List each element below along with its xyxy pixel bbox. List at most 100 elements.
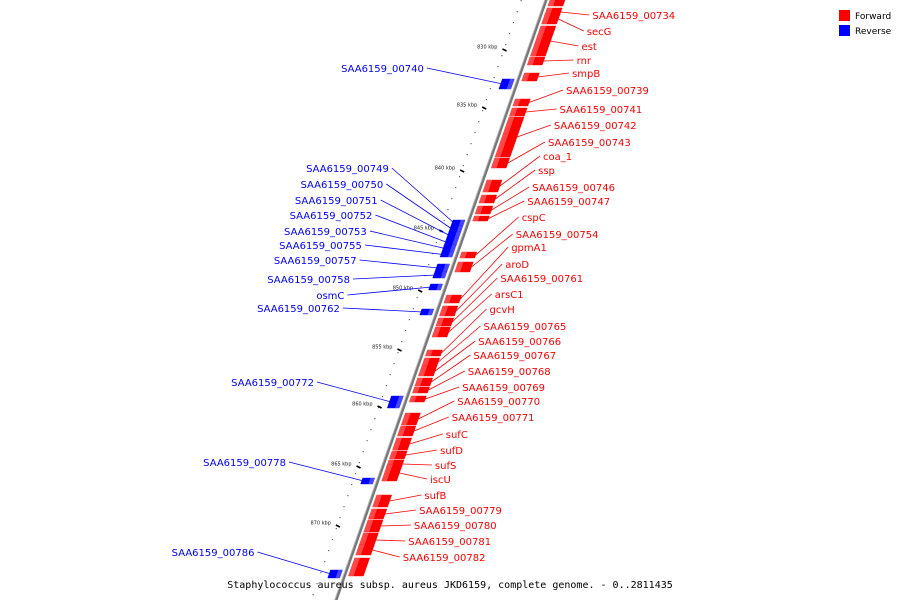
forward-gene-block[interactable]: [494, 116, 525, 158]
forward-gene-block[interactable]: [474, 205, 494, 215]
forward-gene-label-sufd[interactable]: sufD: [440, 446, 463, 457]
reverse-gene-label-saa6159-00751[interactable]: SAA6159_00751: [295, 196, 378, 207]
forward-gene-block[interactable]: [414, 377, 433, 387]
reverse-gene-block[interactable]: [450, 219, 466, 227]
reverse-gene-label-saa6159-00749[interactable]: SAA6159_00749: [306, 164, 389, 175]
reverse-gene-block[interactable]: [446, 231, 462, 240]
forward-gene-label-saa6159-00742[interactable]: SAA6159_00742: [554, 121, 637, 132]
reverse-gene-label-saa6159-00750[interactable]: SAA6159_00750: [300, 180, 383, 191]
reverse-gene-label-saa6159-00778[interactable]: SAA6159_00778: [203, 458, 286, 469]
forward-gene-block[interactable]: [397, 425, 417, 437]
ruler-dot: [462, 165, 464, 167]
reverse-gene-block[interactable]: [327, 569, 343, 579]
reverse-gene-block[interactable]: [386, 395, 404, 409]
forward-gene-label-saa6159-00746[interactable]: SAA6159_00746: [532, 183, 615, 194]
reverse-gene-block[interactable]: [419, 308, 435, 316]
forward-gene-label-saa6159-00743[interactable]: SAA6159_00743: [548, 138, 631, 149]
reverse-gene-label-saa6159-00786[interactable]: SAA6159_00786: [172, 548, 255, 559]
forward-gene-block[interactable]: [526, 56, 546, 66]
forward-gene-label-arod[interactable]: aroD: [505, 260, 529, 271]
forward-gene-label-saa6159-00779[interactable]: SAA6159_00779: [419, 506, 502, 517]
reverse-gene-label-saa6159-00758[interactable]: SAA6159_00758: [267, 275, 350, 286]
forward-gene-block[interactable]: [482, 179, 503, 193]
forward-gene-block[interactable]: [425, 349, 443, 357]
forward-gene-label-saa6159-00780[interactable]: SAA6159_00780: [414, 521, 497, 532]
reverse-gene-label-saa6159-00772[interactable]: SAA6159_00772: [231, 378, 314, 389]
forward-gene-label-saa6159-00768[interactable]: SAA6159_00768: [468, 367, 551, 378]
forward-gene-label-sufc[interactable]: sufC: [446, 430, 468, 441]
reverse-gene-label-saa6159-00762[interactable]: SAA6159_00762: [257, 304, 340, 315]
forward-gene-block[interactable]: [431, 326, 451, 338]
forward-gene-block[interactable]: [490, 157, 510, 169]
forward-gene-label-saa6159-00765[interactable]: SAA6159_00765: [484, 322, 567, 333]
forward-gene-block[interactable]: [439, 305, 459, 317]
forward-gene-label-iscu[interactable]: iscU: [430, 475, 451, 486]
forward-gene-block[interactable]: [459, 251, 478, 259]
reverse-gene-block[interactable]: [498, 78, 515, 90]
reverse-gene-block[interactable]: [360, 477, 375, 485]
forward-gene-label-saa6159-00767[interactable]: SAA6159_00767: [473, 351, 556, 362]
forward-gene-block[interactable]: [418, 365, 438, 377]
forward-gene-label-coa-1[interactable]: coa_1: [543, 152, 572, 163]
reverse-gene-block[interactable]: [432, 271, 448, 279]
reverse-gene-block[interactable]: [439, 251, 455, 258]
forward-gene-label-ssp[interactable]: ssp: [538, 166, 555, 177]
forward-gene-label-rnr[interactable]: rnr: [577, 56, 592, 67]
forward-gene-label-gcvh[interactable]: gcvH: [490, 305, 515, 316]
reverse-gene-label-saa6159-00752[interactable]: SAA6159_00752: [290, 211, 373, 222]
reverse-gene-block[interactable]: [428, 283, 443, 291]
forward-gene-label-saa6159-00739[interactable]: SAA6159_00739: [566, 86, 649, 97]
forward-gene-label-sufb[interactable]: sufB: [424, 491, 446, 502]
forward-gene-label-saa6159-00766[interactable]: SAA6159_00766: [478, 337, 561, 348]
forward-gene-block[interactable]: [368, 508, 388, 520]
reverse-gene-block[interactable]: [441, 244, 457, 253]
forward-gene-block[interactable]: [348, 557, 370, 577]
reverse-gene-label-saa6159-00755[interactable]: SAA6159_00755: [279, 241, 362, 252]
forward-gene-label-est[interactable]: est: [582, 42, 597, 53]
reverse-gene-label-saa6159-00740[interactable]: SAA6159_00740: [341, 64, 424, 75]
forward-gene-block[interactable]: [409, 395, 427, 403]
forward-gene-block[interactable]: [372, 494, 393, 508]
forward-gene-block[interactable]: [454, 261, 474, 273]
reverse-gene-block[interactable]: [448, 225, 464, 233]
forward-gene-block[interactable]: [521, 72, 540, 82]
forward-gene-label-saa6159-00769[interactable]: SAA6159_00769: [462, 383, 545, 394]
forward-gene-block[interactable]: [392, 437, 412, 451]
reverse-gene-label-saa6159-00757[interactable]: SAA6159_00757: [274, 256, 357, 267]
forward-gene-label-cspc[interactable]: cspC: [522, 213, 546, 224]
forward-gene-label-gpma1[interactable]: gpmA1: [511, 243, 547, 254]
forward-gene-block[interactable]: [363, 519, 384, 533]
forward-gene-block[interactable]: [541, 13, 561, 25]
forward-gene-label-saa6159-00771[interactable]: SAA6159_00771: [452, 413, 535, 424]
forward-gene-block[interactable]: [547, 0, 567, 7]
forward-gene-block[interactable]: [478, 194, 498, 204]
forward-gene-block[interactable]: [512, 98, 531, 107]
forward-gene-label-saa6159-00734[interactable]: SAA6159_00734: [592, 11, 675, 22]
forward-gene-label-saa6159-00782[interactable]: SAA6159_00782: [403, 553, 486, 564]
forward-gene-label-sufs[interactable]: sufS: [435, 461, 456, 472]
reverse-gene-label-saa6159-00753[interactable]: SAA6159_00753: [284, 227, 367, 238]
reverse-gene-block[interactable]: [434, 263, 450, 273]
forward-gene-block[interactable]: [355, 544, 375, 556]
forward-gene-label-saa6159-00770[interactable]: SAA6159_00770: [457, 397, 540, 408]
forward-gene-block[interactable]: [400, 412, 421, 426]
forward-gene-label-smpb[interactable]: smpB: [572, 69, 600, 80]
forward-gene-block[interactable]: [530, 25, 557, 57]
forward-gene-block[interactable]: [443, 294, 463, 304]
forward-gene-block[interactable]: [472, 215, 490, 222]
forward-gene-label-secg[interactable]: secG: [587, 27, 612, 38]
forward-gene-label-saa6159-00747[interactable]: SAA6159_00747: [527, 197, 610, 208]
reverse-gene-block[interactable]: [443, 238, 459, 247]
forward-gene-label-arsc1[interactable]: arsC1: [495, 290, 524, 301]
forward-gene-block[interactable]: [412, 386, 430, 394]
forward-gene-label-saa6159-00741[interactable]: SAA6159_00741: [560, 105, 643, 116]
forward-gene-block[interactable]: [509, 107, 528, 117]
forward-gene-block[interactable]: [389, 450, 408, 460]
forward-gene-label-saa6159-00761[interactable]: SAA6159_00761: [500, 274, 583, 285]
forward-gene-block[interactable]: [381, 464, 403, 482]
reverse-gene-label-osmc[interactable]: osmC: [316, 291, 344, 302]
forward-gene-block[interactable]: [421, 357, 440, 367]
forward-gene-block[interactable]: [435, 317, 454, 327]
forward-gene-label-saa6159-00781[interactable]: SAA6159_00781: [408, 537, 491, 548]
forward-gene-label-saa6159-00754[interactable]: SAA6159_00754: [516, 230, 599, 241]
